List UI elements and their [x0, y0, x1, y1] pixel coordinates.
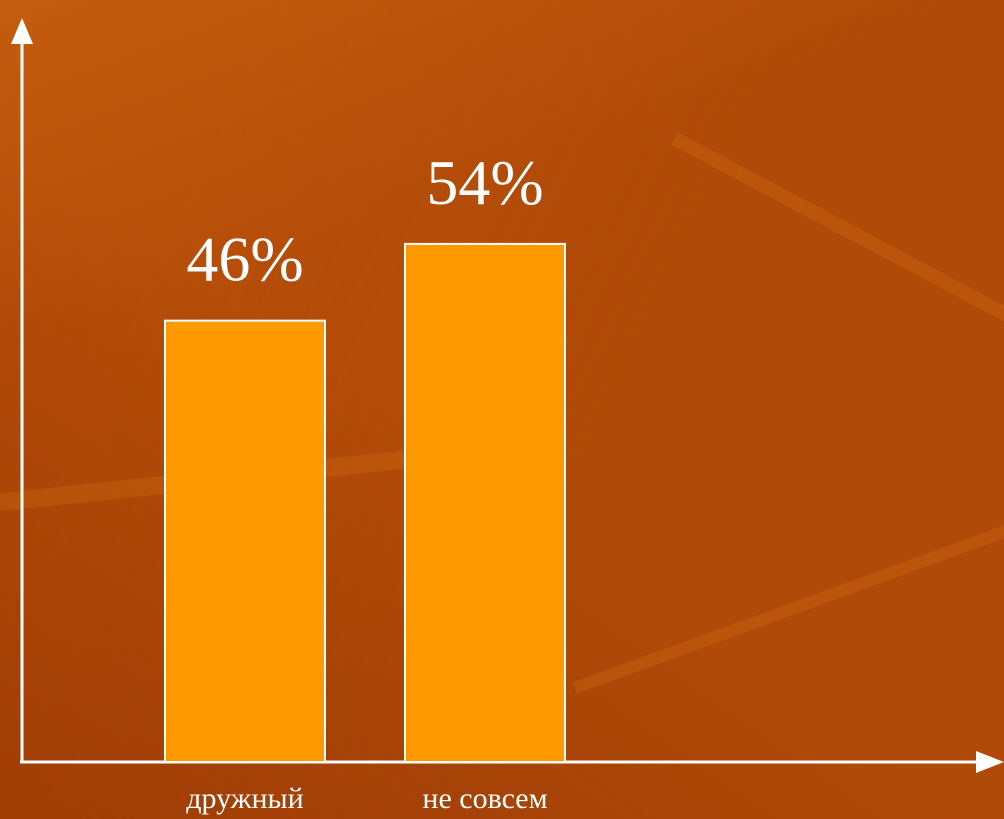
y-axis-arrowhead — [11, 18, 33, 44]
value-labels-group: 46% 54% — [186, 147, 543, 295]
bars-group — [164, 242, 566, 764]
x-axis-arrowhead — [976, 751, 1004, 773]
bar-2 — [404, 242, 566, 764]
y-axis — [11, 18, 33, 762]
value-label-2: 54% — [426, 147, 543, 218]
category-label-1: дружный — [186, 782, 303, 815]
category-label-2: не совсем — [422, 782, 547, 815]
value-label-1: 46% — [186, 224, 303, 295]
category-labels-group: дружный не совсем — [186, 782, 547, 815]
bar-1 — [164, 319, 326, 763]
